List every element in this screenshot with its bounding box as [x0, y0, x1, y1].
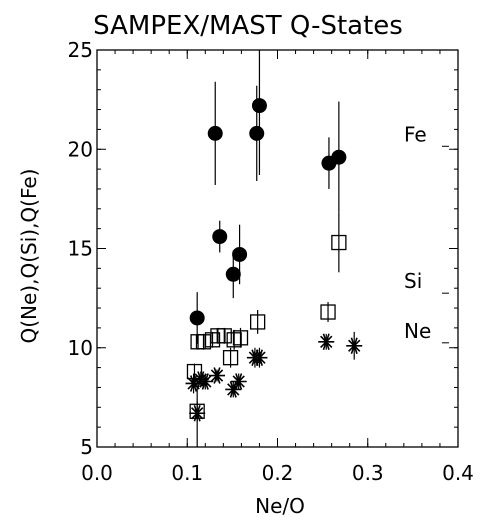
data-point	[232, 330, 249, 346]
plot-frame	[96, 49, 459, 448]
data-point	[226, 332, 242, 348]
series-label-si: Si	[404, 269, 422, 293]
data-point	[249, 314, 266, 330]
y-tick-label: 25	[68, 38, 93, 62]
data-point	[346, 337, 363, 355]
x-tick-label: 0.1	[171, 461, 203, 485]
data-point	[320, 304, 336, 320]
data-point	[251, 98, 267, 114]
x-tick-label: 0.0	[81, 461, 113, 485]
data-point	[222, 350, 239, 366]
chart-title: SAMPEX/MAST Q-States	[93, 11, 403, 41]
data-point	[216, 328, 232, 344]
x-axis-label: Ne/O	[255, 494, 305, 518]
data-layer	[185, 50, 363, 447]
data-point	[207, 125, 223, 141]
series-label-fe: Fe	[404, 122, 427, 146]
data-point	[185, 375, 202, 392]
y-tick-label: 20	[68, 137, 93, 161]
data-point	[249, 125, 265, 141]
data-point	[331, 234, 347, 251]
series-si	[186, 212, 347, 422]
data-point	[204, 332, 221, 348]
data-point	[230, 373, 247, 390]
series-label-ne: Ne	[404, 319, 431, 343]
data-point	[189, 404, 206, 422]
x-tick-label: 0.3	[352, 461, 384, 485]
data-point	[197, 373, 214, 390]
data-point	[189, 310, 205, 326]
data-point	[251, 349, 268, 366]
y-tick-label: 15	[68, 237, 93, 261]
data-point	[232, 246, 248, 262]
series-fe	[189, 50, 347, 344]
data-point	[225, 381, 242, 398]
data-point	[212, 229, 228, 245]
x-tick-label: 0.2	[262, 461, 294, 485]
data-point	[331, 149, 347, 165]
series-ne	[185, 331, 363, 447]
x-tick-label: 0.4	[442, 461, 474, 485]
y-axis-label: Q(Ne),Q(Si),Q(Fe)	[17, 169, 41, 344]
plot-area: 0.0 0.1 0.2 0.3 0.4 5 10 15 20 25 Fe Si Ne	[68, 38, 474, 485]
data-point	[209, 367, 226, 384]
data-point	[318, 333, 335, 351]
data-point	[192, 371, 209, 388]
data-point	[225, 266, 241, 282]
y-tick-label: 5	[80, 435, 93, 459]
y-tick-label: 10	[68, 336, 93, 360]
